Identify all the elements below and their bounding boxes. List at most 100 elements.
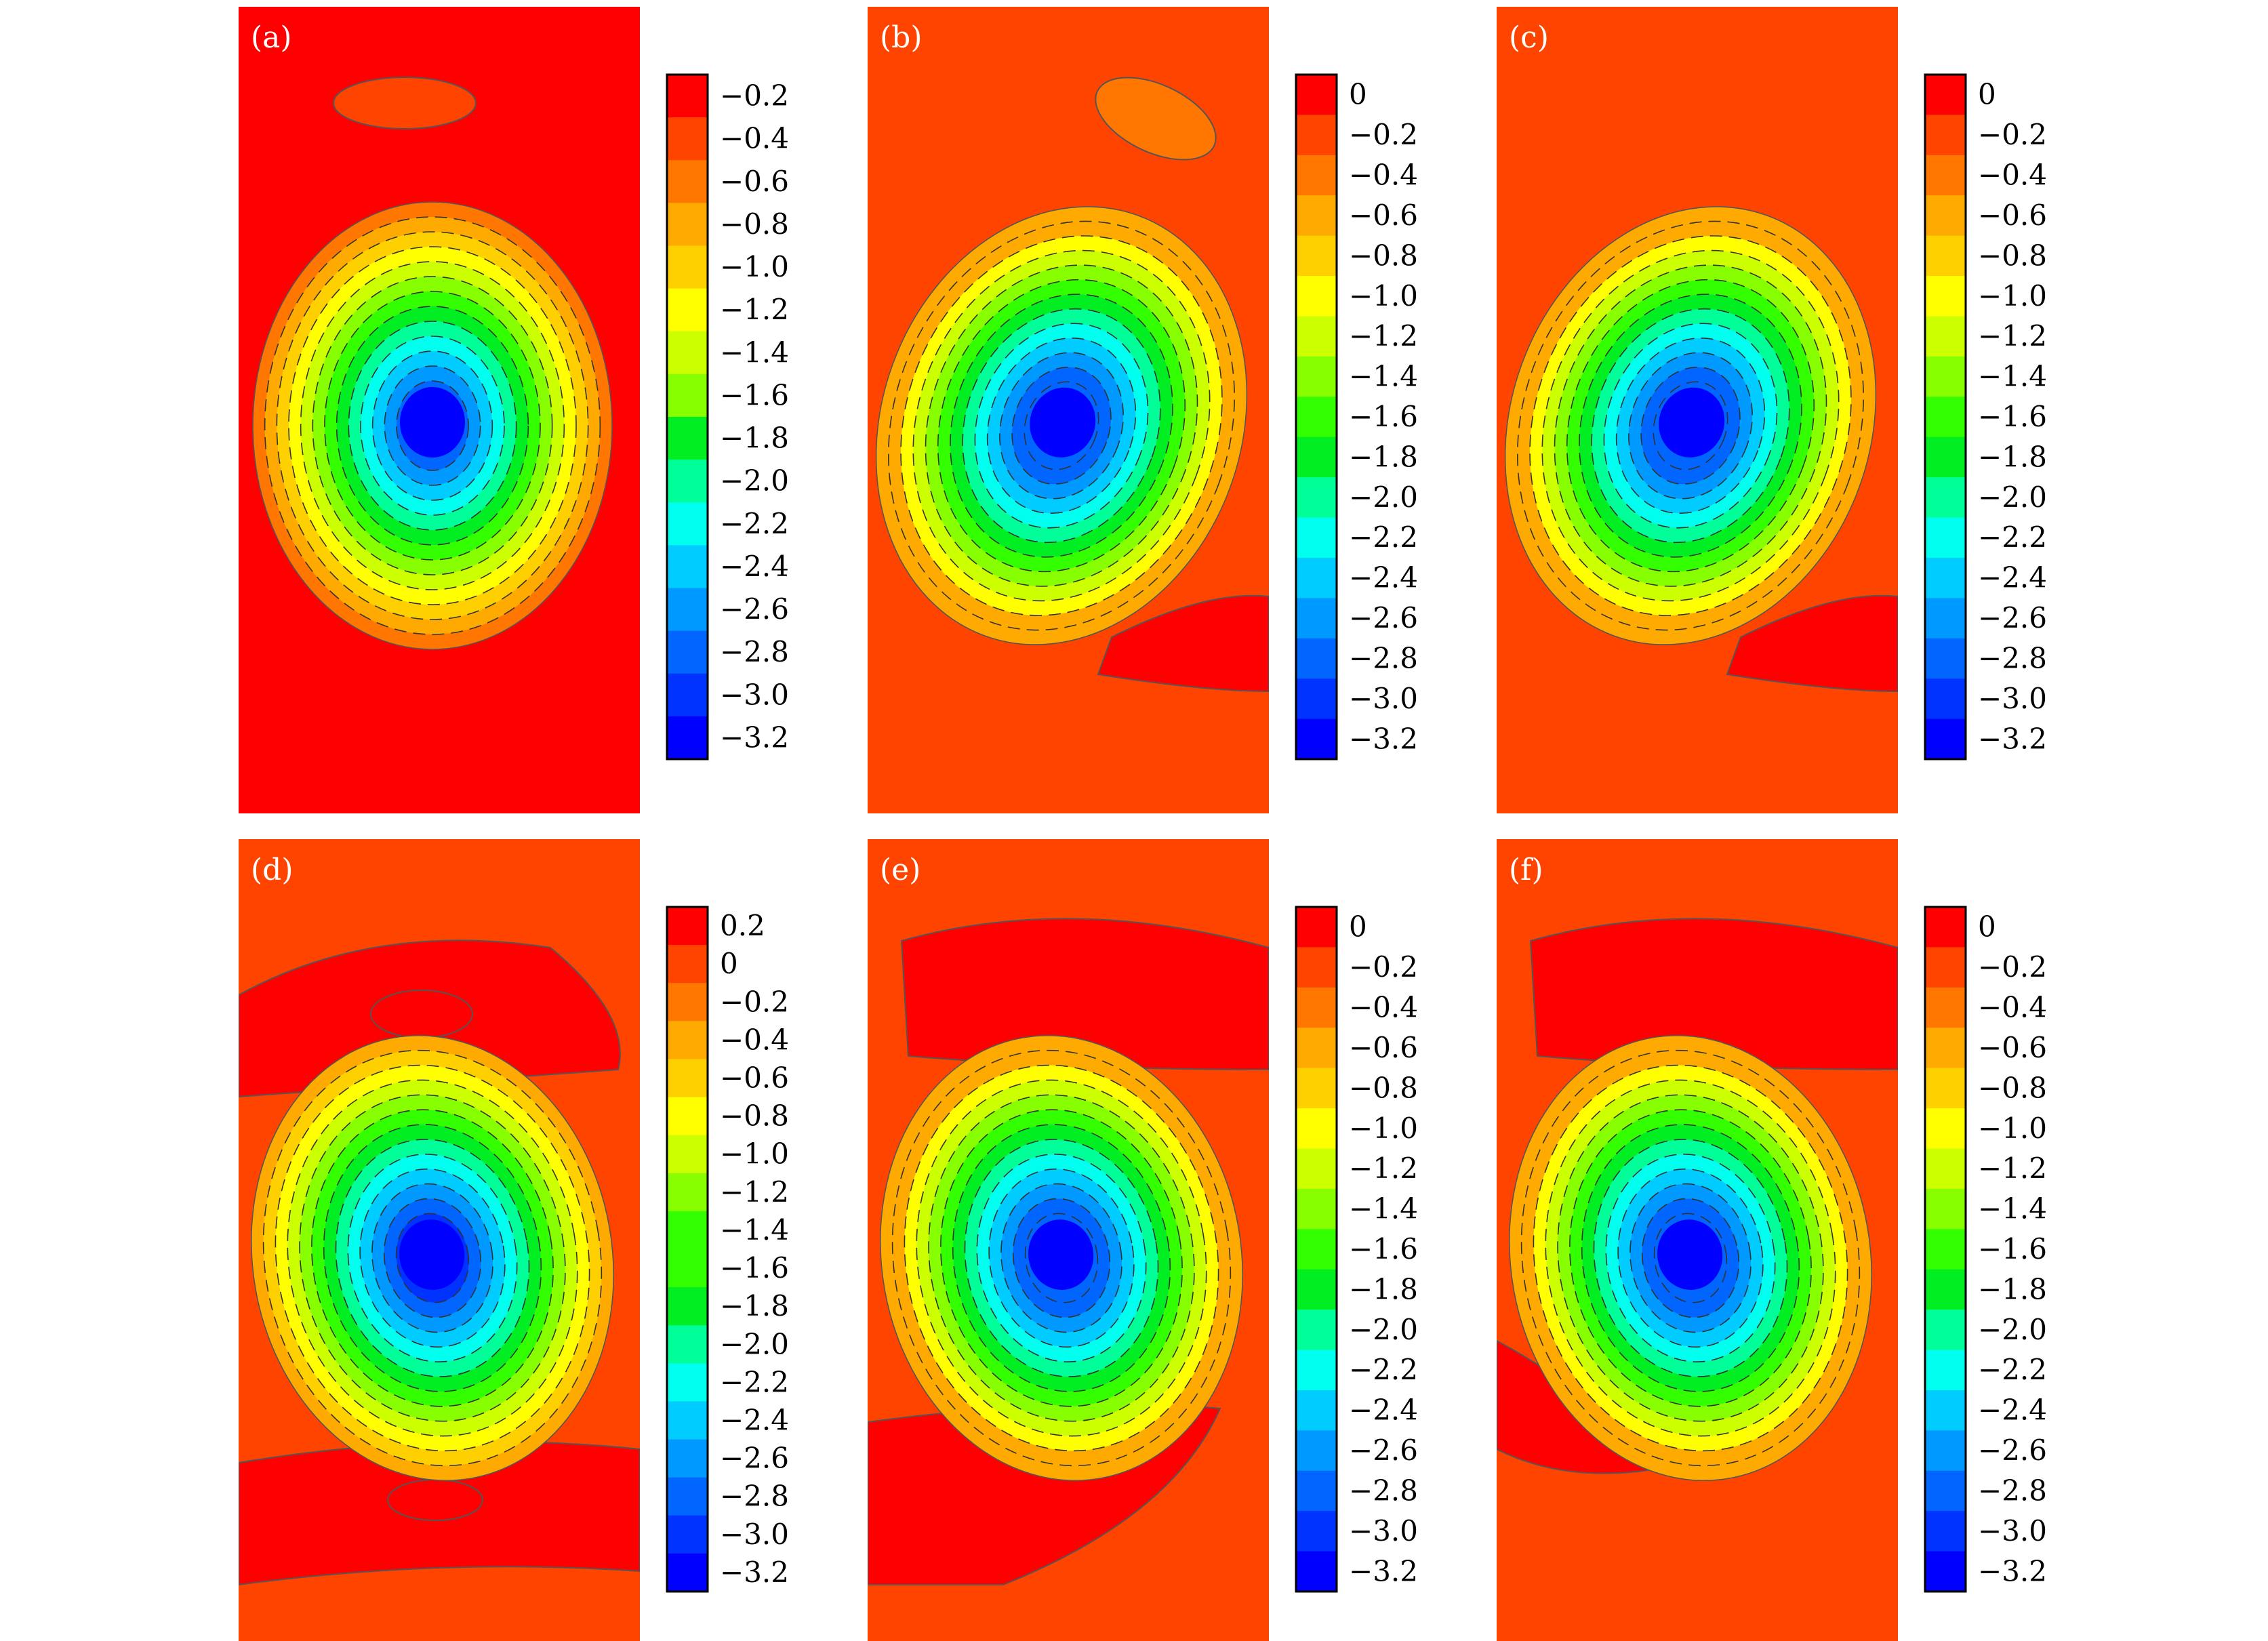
colorbar-segment xyxy=(1296,155,1337,196)
colorbar-tick-label: −1.6 xyxy=(720,378,789,411)
colorbar-tick-label: −3.2 xyxy=(720,1556,789,1589)
colorbar-segment xyxy=(667,331,708,375)
colorbar-segment xyxy=(667,1059,708,1098)
colorbar-tick-label: −2.2 xyxy=(720,1365,789,1398)
colorbar-tick-label: −1.8 xyxy=(1978,1272,2047,1305)
panel-d: (d) 0.2 0 −0.2 −0.4 −0.6 −0.8 −1.0 −1.2 −1.4 −1.6 −… xyxy=(239,839,789,1641)
colorbar: 0 −0.2 −0.4 −0.6 −0.8 −1.0 −1.2 −1.4 −1.6 −1.8 −2.… xyxy=(1924,73,2047,761)
colorbar-tick-label: −3.0 xyxy=(720,678,789,711)
colorbar-tick-label: −1.2 xyxy=(1349,319,1418,352)
colorbar-segment xyxy=(1296,1310,1337,1351)
colorbar-tick-label: −2.0 xyxy=(1978,1313,2047,1346)
colorbar-tick-label: −2.6 xyxy=(1978,1434,2047,1467)
vortex xyxy=(1509,1034,1872,1482)
colorbar-tick-label: −2.2 xyxy=(1978,1353,2047,1386)
panel-label: (c) xyxy=(1509,20,1549,55)
colorbar: −0.2 −0.4 −0.6 −0.8 −1.0 −1.2 −1.4 −1.6 −1.8 −2.0… xyxy=(666,73,789,761)
colorbar-segment xyxy=(1925,437,1966,478)
lower-blob xyxy=(1726,594,1898,693)
colorbar-segment xyxy=(1296,1430,1337,1472)
colorbar-segment xyxy=(667,1249,708,1288)
colorbar-tick-label: −0.6 xyxy=(1978,199,2047,232)
colorbar-tick-label: −0.6 xyxy=(1349,199,1418,232)
colorbar-segment xyxy=(667,1097,708,1136)
colorbar-tick-label: −0.4 xyxy=(1978,159,2047,192)
colorbar-tick-label: −0.6 xyxy=(1349,1031,1418,1064)
colorbar-tick-label: −1.6 xyxy=(1978,400,2047,433)
vortex-core xyxy=(1659,387,1725,458)
colorbar-tick-label: −2.4 xyxy=(1978,561,2047,594)
colorbar-segment xyxy=(1925,235,1966,277)
colorbar-tick-label: −3.0 xyxy=(720,1518,789,1551)
colorbar-tick-label: −0.8 xyxy=(1349,1071,1418,1104)
upper-blob xyxy=(333,77,477,129)
colorbar-tick-label: −2.4 xyxy=(1978,1394,2047,1427)
colorbar-tick-label: −2.2 xyxy=(1349,521,1418,554)
colorbar-segment xyxy=(667,630,708,674)
colorbar: 0.2 0 −0.2 −0.4 −0.6 −0.8 −1.0 −1.2 −1.4 −1.6 −1.8… xyxy=(666,906,789,1593)
colorbar-segment xyxy=(1925,907,1966,948)
colorbar-tick-label: −0.4 xyxy=(1349,991,1418,1024)
colorbar-frame xyxy=(666,73,709,761)
colorbar-tick-label: −0.2 xyxy=(1349,950,1418,984)
colorbar-tick-label: −1.6 xyxy=(720,1251,789,1284)
colorbar-segment xyxy=(667,1021,708,1059)
colorbar-tick-label: −1.0 xyxy=(1349,1112,1418,1145)
vortex-core xyxy=(1657,1219,1723,1290)
vortex xyxy=(880,1034,1243,1482)
vortex-core xyxy=(1028,1219,1094,1290)
colorbar-tick-label: −2.4 xyxy=(1349,561,1418,594)
colorbar-tick-label: −1.0 xyxy=(720,250,789,283)
colorbar-tick-label: −3.0 xyxy=(1978,1514,2047,1547)
colorbar-tick-label: −3.2 xyxy=(720,721,789,754)
colorbar-segment xyxy=(667,1287,708,1326)
colorbar-segment xyxy=(1925,718,1966,760)
colorbar-segment xyxy=(667,545,708,588)
colorbar-tick-label: −1.2 xyxy=(1978,319,2047,352)
colorbar-tick-label: −1.4 xyxy=(1978,360,2047,393)
colorbar-tick-label: −0.6 xyxy=(1978,1031,2047,1064)
colorbar-tick-label: −0.4 xyxy=(1349,159,1418,192)
colorbar-segment xyxy=(667,716,708,760)
colorbar-segment xyxy=(1925,1188,1966,1230)
colorbar-tick-label: −1.8 xyxy=(1349,1272,1418,1305)
colorbar-segment xyxy=(1296,1188,1337,1230)
colorbar-segment xyxy=(1925,1430,1966,1472)
colorbar-tick-label: −1.4 xyxy=(1349,1192,1418,1225)
colorbar-tick-label: −2.4 xyxy=(720,1404,789,1437)
colorbar-segment xyxy=(667,417,708,460)
colorbar-tick-label: −2.6 xyxy=(1978,601,2047,634)
colorbar-segment xyxy=(1925,155,1966,196)
panel-a: (a)−0.2−0.4−0.6−0.8−1.0−1.2−1.4−1.6−1.8−… xyxy=(239,7,789,813)
colorbar-tick-label: −0.4 xyxy=(720,1023,789,1056)
colorbar-tick-label: −3.0 xyxy=(1349,1514,1418,1547)
colorbar-tick-label: −2.0 xyxy=(720,1327,789,1360)
colorbar-segment xyxy=(1296,1551,1337,1592)
vortex xyxy=(875,206,1248,645)
colorbar-tick-label: −1.2 xyxy=(1349,1152,1418,1185)
vortex-core xyxy=(400,387,465,458)
colorbar-segment xyxy=(1925,1148,1966,1190)
colorbar-frame xyxy=(1295,906,1338,1593)
colorbar-segment xyxy=(667,1515,708,1554)
colorbar-segment xyxy=(1296,235,1337,277)
colorbar-segment xyxy=(1925,1390,1966,1431)
colorbar-tick-label: −3.2 xyxy=(1978,722,2047,755)
colorbar-segment xyxy=(1296,1148,1337,1190)
colorbar-segment xyxy=(1296,517,1337,559)
colorbar-tick-label: −1.0 xyxy=(1978,1112,2047,1145)
colorbar-tick-label: −0.6 xyxy=(720,1061,789,1095)
colorbar-segment xyxy=(667,203,708,246)
colorbar-tick-label: −2.2 xyxy=(1349,1353,1418,1386)
colorbar-segment xyxy=(667,1363,708,1402)
panel-label: (d) xyxy=(251,853,293,887)
colorbar-segment xyxy=(1925,276,1966,317)
colorbar-tick-label: −0.8 xyxy=(720,1099,789,1133)
colorbar-tick-label: −2.6 xyxy=(1349,1434,1418,1467)
colorbar-tick-label: −0.8 xyxy=(1349,239,1418,272)
colorbar-segment xyxy=(667,1477,708,1516)
colorbar-segment xyxy=(1296,437,1337,478)
colorbar-tick-label: −2.0 xyxy=(1978,481,2047,514)
colorbar-tick-label: −0.6 xyxy=(720,165,789,198)
